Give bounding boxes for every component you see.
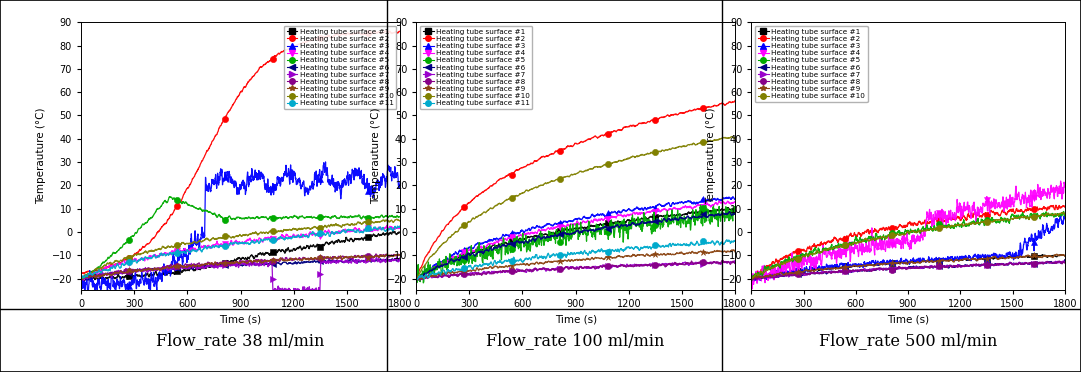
X-axis label: Time (s): Time (s) — [555, 315, 597, 325]
Legend: Heating tube surface #1, Heating tube surface #2, Heating tube surface #3, Heati: Heating tube surface #1, Heating tube su… — [283, 26, 397, 109]
Legend: Heating tube surface #1, Heating tube surface #2, Heating tube surface #3, Heati: Heating tube surface #1, Heating tube su… — [755, 26, 868, 102]
Text: Flow_rate 38 ml/min: Flow_rate 38 ml/min — [157, 332, 324, 349]
Legend: Heating tube surface #1, Heating tube surface #2, Heating tube surface #3, Heati: Heating tube surface #1, Heating tube su… — [419, 26, 533, 109]
Text: Flow_rate 500 ml/min: Flow_rate 500 ml/min — [818, 332, 998, 349]
Y-axis label: Temperauture (°C): Temperauture (°C) — [371, 108, 382, 205]
Text: Flow_rate 100 ml/min: Flow_rate 100 ml/min — [486, 332, 665, 349]
Y-axis label: Temperauture (°C): Temperauture (°C) — [706, 108, 717, 205]
Y-axis label: Temperauture (°C): Temperauture (°C) — [36, 108, 46, 205]
X-axis label: Time (s): Time (s) — [888, 315, 929, 325]
X-axis label: Time (s): Time (s) — [219, 315, 262, 325]
